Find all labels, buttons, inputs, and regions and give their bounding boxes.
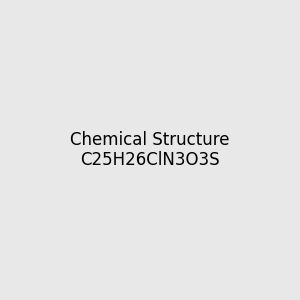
Text: Chemical Structure
C25H26ClN3O3S: Chemical Structure C25H26ClN3O3S <box>70 130 230 170</box>
